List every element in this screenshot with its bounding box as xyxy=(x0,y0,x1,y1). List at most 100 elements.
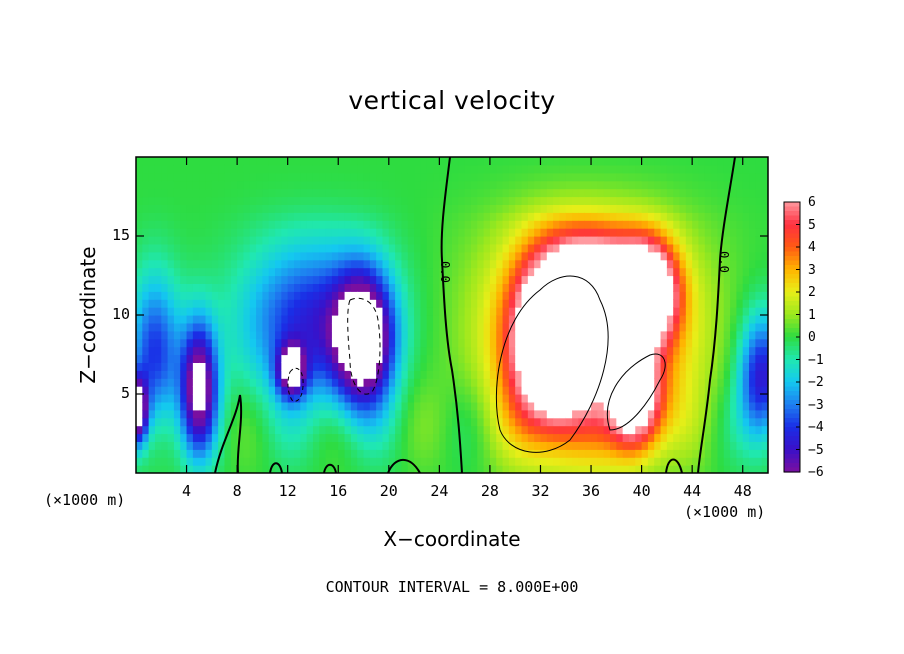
heatmap-cell xyxy=(382,283,390,292)
heatmap-cell xyxy=(622,172,630,182)
heatmap-cell xyxy=(306,417,314,427)
heatmap-cell xyxy=(319,243,327,253)
heatmap-cell xyxy=(357,204,365,213)
heatmap-cell xyxy=(641,180,649,190)
heatmap-cell xyxy=(338,188,346,198)
heatmap-cell xyxy=(167,228,175,237)
heatmap-cell xyxy=(388,157,396,166)
heatmap-cell xyxy=(350,409,358,419)
heatmap-cell xyxy=(628,299,636,308)
heatmap-cell xyxy=(249,220,257,229)
heatmap-cell xyxy=(540,212,548,221)
heatmap-cell xyxy=(622,417,630,427)
heatmap-cell xyxy=(452,251,459,261)
heatmap-cell xyxy=(300,251,308,261)
heatmap-cell xyxy=(591,236,598,245)
heatmap-cell xyxy=(407,378,415,387)
heatmap-cell xyxy=(534,267,542,277)
heatmap-cell xyxy=(452,283,459,292)
heatmap-cell xyxy=(685,409,693,419)
heatmap-cell xyxy=(256,409,263,419)
heatmap-cell xyxy=(711,267,719,277)
heatmap-cell xyxy=(256,457,263,466)
heatmap-cell xyxy=(704,338,712,348)
heatmap-cell xyxy=(275,299,282,308)
heatmap-cell xyxy=(382,322,390,332)
heatmap-cell xyxy=(294,370,301,379)
heatmap-cell xyxy=(173,425,181,435)
heatmap-cell xyxy=(439,307,447,316)
heatmap-cell xyxy=(306,378,314,387)
heatmap-cell xyxy=(610,212,617,221)
heatmap-cell xyxy=(192,417,200,427)
heatmap-cell xyxy=(597,267,605,277)
heatmap-cell xyxy=(300,425,308,435)
heatmap-cell xyxy=(565,212,573,221)
heatmap-cell xyxy=(401,228,409,237)
heatmap-cell xyxy=(603,441,611,450)
heatmap-cell xyxy=(142,196,150,205)
heatmap-cell xyxy=(426,346,434,356)
heatmap-cell xyxy=(534,425,542,435)
heatmap-cell xyxy=(325,180,333,190)
heatmap-cell xyxy=(736,196,744,205)
heatmap-cell xyxy=(496,299,504,308)
heatmap-cell xyxy=(496,457,504,466)
heatmap-cell xyxy=(350,164,358,174)
heatmap-cell xyxy=(180,465,188,473)
heatmap-cell xyxy=(584,275,592,284)
heatmap-cell xyxy=(603,322,611,332)
heatmap-cell xyxy=(154,441,162,450)
heatmap-cell xyxy=(502,354,510,363)
heatmap-cell xyxy=(616,180,624,190)
colorbar-segment xyxy=(784,445,800,451)
heatmap-cell xyxy=(173,220,181,229)
heatmap-cell xyxy=(610,433,617,442)
heatmap-cell xyxy=(610,180,617,190)
x-axis-label: X−coordinate xyxy=(383,527,521,551)
heatmap-cell xyxy=(723,220,731,229)
heatmap-cell xyxy=(382,330,390,340)
heatmap-cell xyxy=(477,441,485,450)
heatmap-cell xyxy=(717,188,725,198)
heatmap-cell xyxy=(483,259,491,269)
heatmap-cell xyxy=(186,409,194,419)
heatmap-cell xyxy=(477,386,485,395)
heatmap-cell xyxy=(755,354,763,363)
heatmap-cell xyxy=(591,449,598,458)
heatmap-cell xyxy=(622,267,630,277)
heatmap-cell xyxy=(338,236,346,245)
heatmap-cell xyxy=(331,417,339,427)
heatmap-cell xyxy=(717,322,725,332)
heatmap-cell xyxy=(540,338,548,348)
heatmap-cell xyxy=(344,157,352,166)
heatmap-cell xyxy=(730,196,737,205)
heatmap-cell xyxy=(597,172,605,182)
heatmap-cell xyxy=(723,172,731,182)
heatmap-cell xyxy=(395,299,403,308)
heatmap-cell xyxy=(679,251,687,261)
heatmap-cell xyxy=(692,465,700,473)
heatmap-cell xyxy=(610,362,617,371)
heatmap-cell xyxy=(331,188,339,198)
heatmap-cell xyxy=(319,354,327,363)
heatmap-cell xyxy=(603,259,611,269)
heatmap-cell xyxy=(610,441,617,450)
heatmap-cell xyxy=(199,299,207,308)
heatmap-cell xyxy=(647,267,655,277)
heatmap-cell xyxy=(300,465,308,473)
heatmap-cell xyxy=(502,322,510,332)
heatmap-cell xyxy=(452,401,459,411)
heatmap-cell xyxy=(262,401,270,411)
heatmap-cell xyxy=(256,433,263,442)
heatmap-cell xyxy=(230,441,238,450)
heatmap-cell xyxy=(426,338,434,348)
heatmap-cell xyxy=(230,449,238,458)
heatmap-cell xyxy=(673,291,681,300)
heatmap-cell xyxy=(483,275,491,284)
heatmap-cell xyxy=(173,204,181,213)
heatmap-cell xyxy=(275,338,282,348)
heatmap-cell xyxy=(420,307,428,316)
heatmap-cell xyxy=(502,425,510,435)
heatmap-cell xyxy=(654,283,662,292)
